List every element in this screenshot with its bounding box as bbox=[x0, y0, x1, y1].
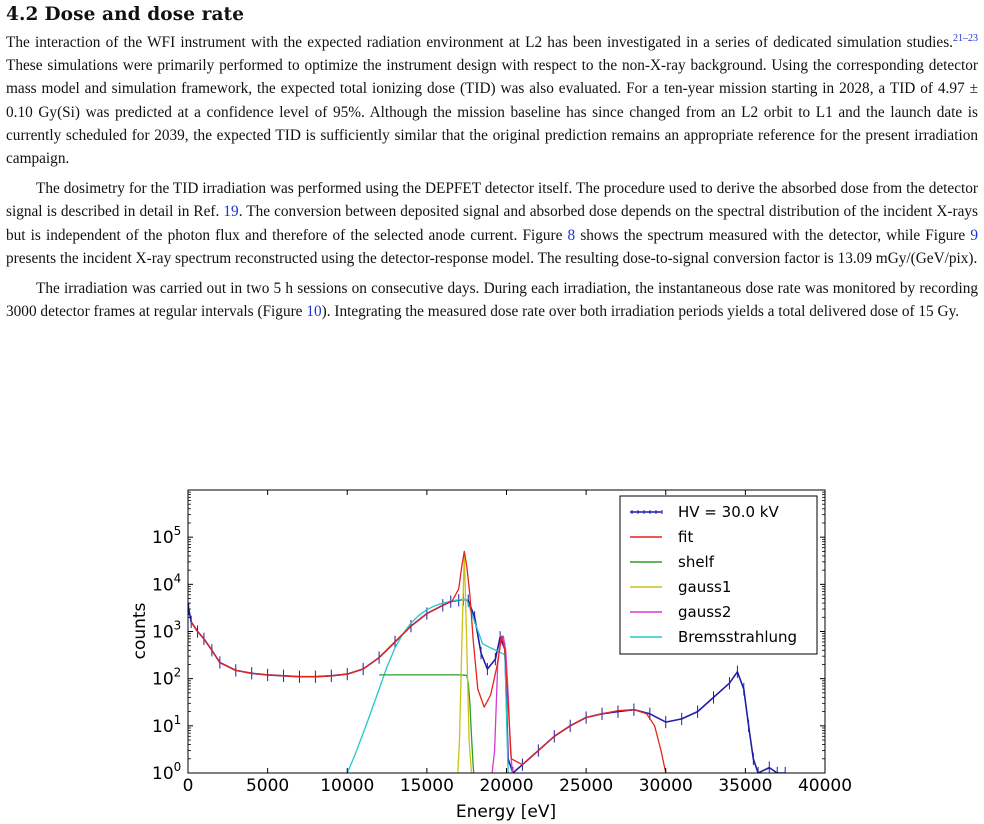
p3-text-b: ). Integrating the measured dose rate ov… bbox=[321, 303, 960, 321]
legend-label-data: HV = 30.0 kV bbox=[678, 503, 779, 521]
series-layer bbox=[188, 550, 786, 773]
p2-text-d: presents the incident X-ray spectrum rec… bbox=[6, 249, 978, 267]
paragraph-3: The irradiation was carried out in two 5… bbox=[6, 277, 978, 323]
legend-label-shelf: shelf bbox=[678, 553, 715, 571]
legend-label-brems: Bremsstrahlung bbox=[678, 628, 797, 646]
x-axis-label: Energy [eV] bbox=[456, 802, 556, 822]
p1-text-a: The interaction of the WFI instrument wi… bbox=[6, 34, 953, 51]
x-tick-label: 20000 bbox=[479, 776, 533, 796]
spectrum-figure: 0 5000 10000 15000 20000 25000 30000 35000 40000… bbox=[118, 484, 868, 822]
figure-8-link[interactable]: 8 bbox=[567, 226, 576, 244]
paragraph-1: The interaction of the WFI instrument wi… bbox=[6, 31, 978, 170]
legend-label-gauss1: gauss1 bbox=[678, 578, 731, 596]
series-line-brems bbox=[346, 598, 509, 773]
figure-10-link[interactable]: 10 bbox=[306, 303, 322, 321]
p1-text-b: These simulations were primarily perform… bbox=[6, 57, 978, 168]
legend-label-gauss2: gauss2 bbox=[678, 603, 731, 621]
y-axis-label: counts bbox=[130, 602, 150, 659]
y-tick-label: 102 bbox=[152, 666, 181, 690]
series-line-shelf bbox=[379, 674, 475, 773]
y-tick-label: 104 bbox=[152, 571, 181, 595]
y-tick-label: 100 bbox=[152, 760, 181, 784]
x-tick-label: 0 bbox=[183, 776, 194, 796]
x-tick-label: 5000 bbox=[246, 776, 289, 796]
legend-label-fit: fit bbox=[678, 528, 693, 546]
y-tick-label: 103 bbox=[152, 619, 181, 643]
x-tick-label: 15000 bbox=[400, 776, 454, 796]
p2-text-c: shows the spectrum measured with the det… bbox=[575, 226, 971, 244]
legend: HV = 30.0 kV fit shelf gauss1 gauss2 Bremsstr… bbox=[619, 495, 818, 655]
ticks-layer: 0 5000 10000 15000 20000 25000 30000 35000 40000… bbox=[152, 490, 852, 796]
ref-19-link[interactable]: 19 bbox=[223, 203, 239, 221]
legend-items: HV = 30.0 kV fit shelf gauss1 gauss2 Bremsstr… bbox=[630, 503, 797, 646]
y-tick-label: 105 bbox=[152, 524, 181, 548]
x-tick-label: 10000 bbox=[320, 776, 374, 796]
x-tick-label: 40000 bbox=[798, 776, 852, 796]
x-tick-label: 30000 bbox=[639, 776, 693, 796]
series-line-fit bbox=[190, 550, 667, 773]
spectrum-chart: 0 5000 10000 15000 20000 25000 30000 35000 40000… bbox=[130, 489, 852, 822]
figure-9-link[interactable]: 9 bbox=[970, 226, 978, 244]
p3-text-a: The irradiation was carried out in two 5… bbox=[6, 280, 978, 321]
section-title: Dose and dose rate bbox=[44, 4, 245, 25]
citation-21-23-link[interactable]: 21–23 bbox=[953, 33, 978, 44]
series-line-gauss1 bbox=[457, 552, 473, 773]
paragraph-2: The dosimetry for the TID irradiation wa… bbox=[6, 177, 978, 270]
section-number: 4.2 bbox=[6, 4, 39, 25]
section-heading: 4.2 Dose and dose rate bbox=[6, 4, 978, 25]
section-4-2: 4.2 Dose and dose rate The interaction of… bbox=[6, 4, 978, 323]
x-tick-label: 25000 bbox=[559, 776, 613, 796]
p2-text-b: . The conversion between deposited signa… bbox=[6, 203, 978, 244]
legend-box bbox=[619, 495, 818, 655]
y-tick-label: 101 bbox=[152, 713, 181, 737]
p2-text-a: The dosimetry for the TID irradiation wa… bbox=[6, 180, 978, 221]
x-tick-label: 35000 bbox=[718, 776, 772, 796]
